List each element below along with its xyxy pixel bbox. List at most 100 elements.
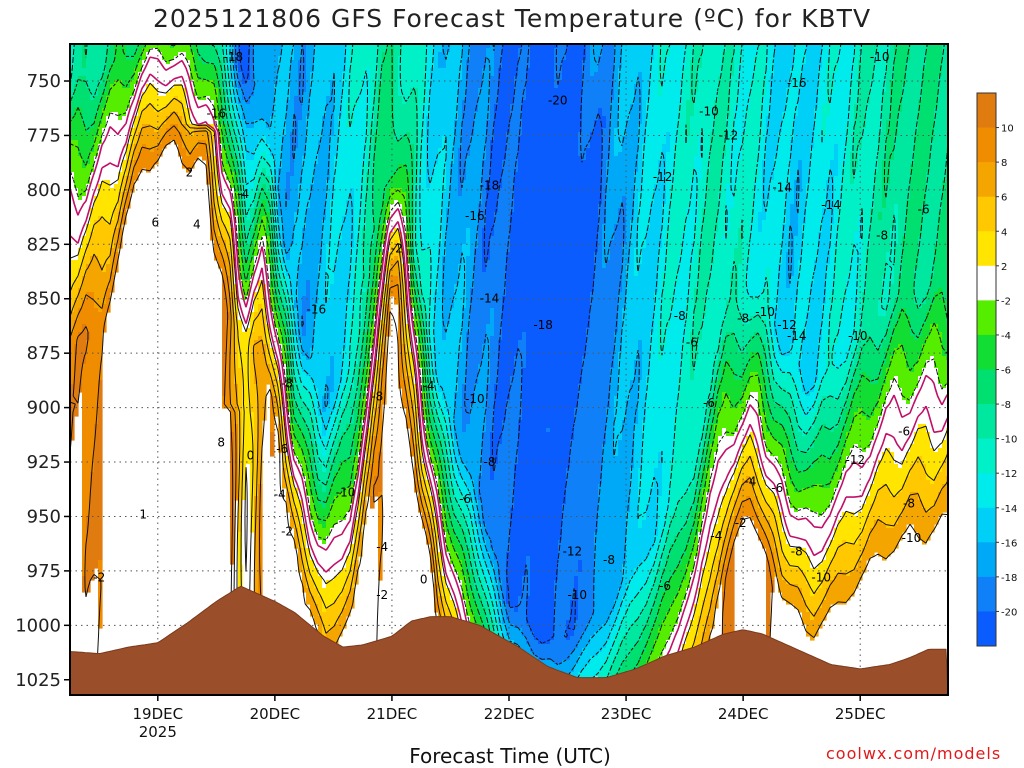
temperature-cell — [406, 352, 411, 377]
temperature-cell — [470, 480, 475, 501]
temperature-cell — [418, 496, 423, 513]
temperature-cell — [70, 260, 75, 289]
temperature-cell — [474, 44, 479, 113]
temperature-cell — [418, 432, 423, 457]
x-tick-label: 22DEC — [484, 705, 535, 723]
temperature-cell — [434, 536, 439, 561]
temperature-cell — [206, 156, 211, 185]
temperature-cell — [246, 464, 251, 541]
temperature-cell — [906, 200, 911, 317]
temperature-cell — [602, 44, 607, 117]
temperature-cell — [446, 324, 451, 413]
temperature-cell — [750, 456, 755, 481]
temperature-cell — [354, 520, 359, 541]
temperature-cell — [702, 468, 707, 489]
temperature-cell — [254, 224, 259, 241]
temperature-cell — [858, 60, 863, 149]
temperature-cell — [98, 144, 103, 185]
temperature-cell — [734, 104, 739, 185]
temperature-cell — [802, 452, 807, 473]
temperature-cell — [790, 400, 795, 429]
temperature-cell — [438, 504, 443, 553]
temperature-cell — [902, 44, 907, 85]
temperature-cell — [218, 236, 223, 253]
temperature-cell — [882, 364, 887, 385]
temperature-cell — [278, 280, 283, 297]
temperature-cell — [298, 120, 303, 185]
temperature-cell — [382, 284, 387, 305]
temperature-cell — [746, 108, 751, 261]
temperature-cell — [162, 60, 167, 97]
temperature-cell — [270, 176, 275, 201]
temperature-cell — [366, 364, 371, 389]
temperature-cell — [238, 140, 243, 161]
temperature-cell — [378, 320, 383, 345]
temperature-cell — [498, 188, 503, 341]
temperature-cell — [590, 132, 595, 293]
source-credit[interactable]: coolwx.com/models — [826, 744, 1002, 763]
temperature-cell — [614, 128, 619, 157]
temperature-cell — [98, 380, 103, 561]
temperature-cell — [630, 220, 635, 381]
temperature-cell — [574, 664, 579, 681]
temperature-cell — [634, 620, 639, 645]
temperature-cell — [438, 576, 443, 597]
temperature-cell — [418, 480, 423, 497]
temperature-cell — [206, 44, 211, 65]
contour-label: -8 — [484, 455, 496, 469]
temperature-cell — [302, 92, 307, 157]
temperature-cell — [474, 604, 479, 625]
temperature-cell — [722, 540, 727, 565]
temperature-cell — [234, 192, 239, 217]
temperature-cell — [94, 116, 99, 137]
temperature-cell — [746, 260, 751, 297]
temperature-cell — [110, 112, 115, 189]
temperature-cell — [802, 64, 807, 225]
contour-label: 2 — [186, 165, 194, 179]
temperature-cell — [750, 372, 755, 393]
temperature-cell — [790, 568, 795, 585]
temperature-cell — [666, 132, 671, 153]
temperature-cell — [122, 88, 127, 117]
temperature-cell — [310, 184, 315, 349]
temperature-cell — [666, 584, 671, 613]
temperature-cell — [126, 108, 131, 145]
temperature-cell — [446, 436, 451, 461]
contour-label: -10 — [870, 50, 890, 64]
temperature-cell — [698, 180, 703, 249]
temperature-cell — [890, 528, 895, 553]
temperature-cell — [842, 364, 847, 389]
temperature-cell — [754, 512, 759, 529]
temperature-cell — [882, 452, 887, 485]
temperature-cell — [266, 364, 271, 385]
temperature-cell — [822, 44, 827, 105]
temperature-cell — [698, 492, 703, 513]
temperature-cell — [334, 156, 339, 261]
temperature-cell — [450, 544, 455, 565]
temperature-cell — [450, 164, 455, 309]
temperature-cell — [130, 80, 135, 97]
temperature-cell — [222, 280, 227, 397]
temperature-cell — [134, 160, 139, 181]
temperature-cell — [294, 384, 299, 405]
temperature-cell — [590, 44, 595, 77]
temperature-cell — [802, 336, 807, 393]
temperature-cell — [430, 368, 435, 393]
temperature-cell — [250, 128, 255, 161]
temperature-cell — [282, 276, 287, 293]
temperature-cell — [438, 148, 443, 245]
temperature-cell — [310, 380, 315, 397]
temperature-cell — [146, 44, 151, 53]
temperature-cell — [674, 508, 679, 537]
temperature-cell — [382, 304, 387, 325]
temperature-cell — [242, 84, 247, 101]
temperature-cell — [306, 408, 311, 429]
temperature-cell — [862, 452, 867, 505]
temperature-cell — [406, 232, 411, 265]
temperature-cell — [754, 296, 759, 317]
temperature-cell — [218, 144, 223, 197]
contour-label: -20 — [548, 94, 568, 108]
contour-line — [70, 125, 948, 695]
temperature-cell — [830, 396, 835, 433]
colorbar-swatch — [977, 231, 996, 267]
